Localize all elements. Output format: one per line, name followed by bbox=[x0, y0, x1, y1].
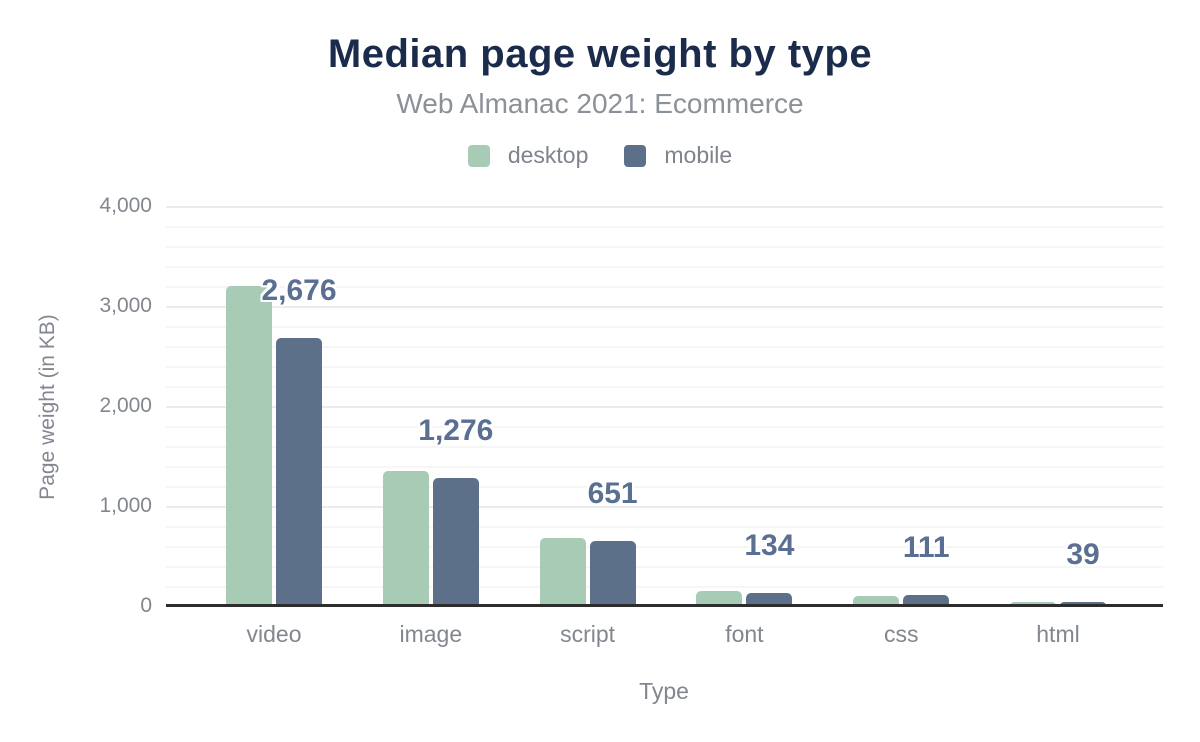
chart-title: Median page weight by type bbox=[327, 32, 873, 76]
y-tick-label: 0 bbox=[140, 594, 152, 617]
gridline-minor bbox=[166, 246, 1163, 248]
x-tick-label-script: script bbox=[560, 621, 616, 647]
gridline-minor bbox=[166, 466, 1163, 468]
x-axis-line bbox=[166, 604, 1163, 607]
x-tick-label-html: html bbox=[1036, 621, 1080, 647]
gridline-minor bbox=[166, 566, 1163, 568]
x-axis-title: Type bbox=[639, 678, 689, 704]
legend-swatch-desktop-icon bbox=[467, 144, 490, 167]
data-label-html: 39 bbox=[1066, 538, 1100, 572]
x-tick-label-font: font bbox=[725, 621, 764, 647]
gridline-minor bbox=[166, 446, 1163, 448]
gridline-minor bbox=[166, 586, 1163, 588]
gridline-minor bbox=[166, 226, 1163, 228]
legend-label-desktop: desktop bbox=[507, 142, 589, 168]
gridline-minor bbox=[166, 366, 1163, 368]
data-label-script: 651 bbox=[587, 476, 638, 510]
x-tick-label-image: image bbox=[399, 621, 463, 647]
gridline-major bbox=[166, 306, 1163, 308]
gridline-minor bbox=[166, 426, 1163, 428]
y-tick-label: 2,000 bbox=[99, 394, 152, 417]
data-label-font: 134 bbox=[744, 528, 795, 562]
gridline-minor bbox=[166, 386, 1163, 388]
y-tick-label: 1,000 bbox=[99, 494, 152, 517]
bar-mobile-css bbox=[903, 594, 950, 606]
bar-desktop-script bbox=[539, 538, 586, 606]
legend-swatch-mobile-icon bbox=[624, 144, 647, 167]
bar-desktop-font bbox=[696, 590, 743, 606]
gridline-minor bbox=[166, 266, 1163, 268]
gridline-major bbox=[166, 506, 1163, 508]
chart-subtitle: Web Almanac 2021: Ecommerce bbox=[396, 88, 804, 119]
bar-desktop-video bbox=[226, 286, 272, 606]
bar-mobile-script bbox=[589, 540, 636, 606]
legend-label-mobile: mobile bbox=[664, 142, 733, 168]
y-tick-label: 4,000 bbox=[99, 194, 152, 217]
y-tick-label: 3,000 bbox=[99, 294, 152, 317]
gridline-minor bbox=[166, 486, 1163, 488]
gridline-minor bbox=[166, 526, 1163, 528]
legend-item-desktop: desktop bbox=[467, 142, 589, 169]
data-label-image: 1,276 bbox=[418, 414, 494, 448]
x-tick-label-video: video bbox=[246, 621, 302, 647]
gridline-minor bbox=[166, 346, 1163, 348]
gridline-major bbox=[166, 406, 1163, 408]
gridline-major bbox=[166, 206, 1163, 208]
bar-mobile-video bbox=[276, 338, 322, 606]
bar-mobile-font bbox=[746, 592, 793, 606]
gridline-minor bbox=[166, 326, 1163, 328]
gridline-minor bbox=[166, 286, 1163, 288]
bar-desktop-css bbox=[853, 596, 900, 606]
legend-item-mobile: mobile bbox=[624, 142, 732, 169]
data-label-css: 111 bbox=[902, 530, 950, 564]
gridline-minor bbox=[166, 546, 1163, 548]
data-label-video: 2,676 bbox=[261, 274, 337, 308]
bar-desktop-image bbox=[382, 471, 429, 606]
bar-desktop-html bbox=[1010, 601, 1056, 606]
legend: desktop mobile bbox=[0, 142, 1200, 169]
x-tick-label-css: css bbox=[883, 621, 919, 647]
bar-mobile-image bbox=[432, 478, 479, 606]
